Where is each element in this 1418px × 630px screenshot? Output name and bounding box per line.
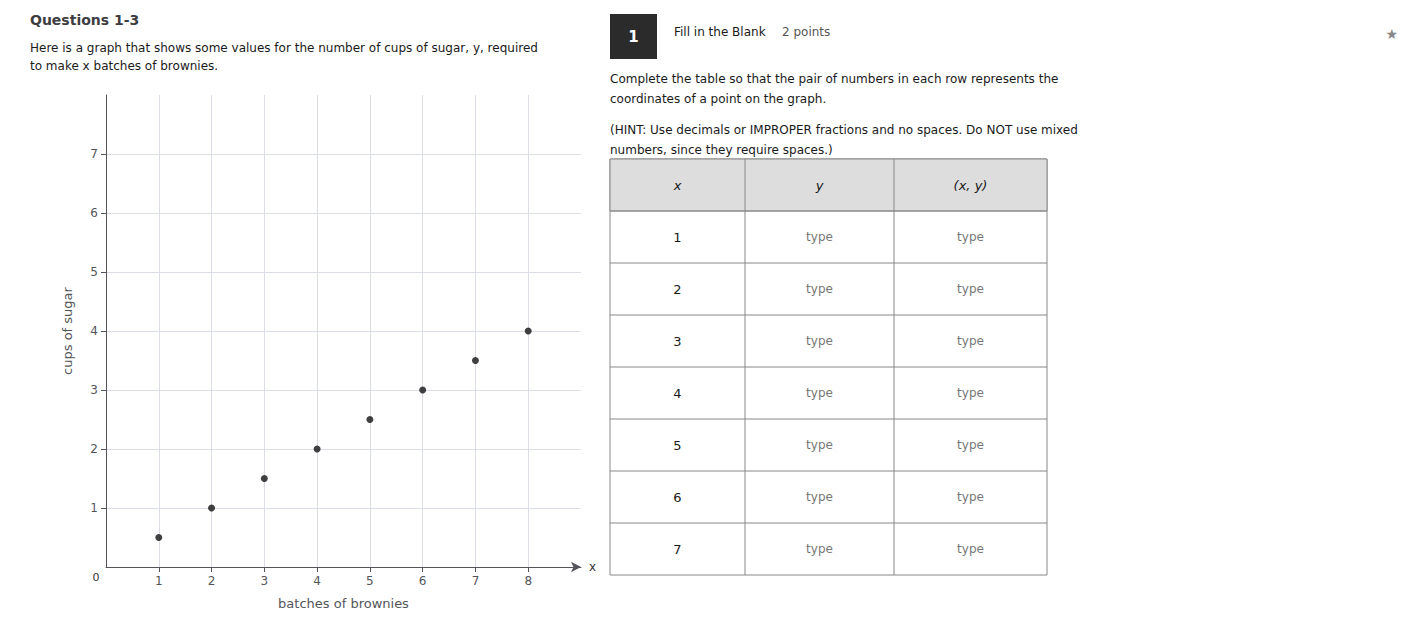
svg-text:Here is a graph that shows som: Here is a graph that shows some values f…: [30, 41, 538, 55]
svg-text:★: ★: [1385, 26, 1398, 42]
svg-text:7: 7: [673, 542, 681, 557]
svg-text:coordinates of a point on the: coordinates of a point on the graph.: [610, 92, 826, 106]
svg-text:1: 1: [90, 501, 98, 515]
svg-text:type: type: [806, 230, 833, 244]
svg-text:type: type: [957, 386, 984, 400]
svg-text:4: 4: [673, 386, 681, 401]
svg-text:1: 1: [628, 28, 638, 46]
svg-text:6: 6: [90, 206, 98, 220]
svg-text:type: type: [806, 386, 833, 400]
svg-text:6: 6: [673, 490, 681, 505]
svg-text:2: 2: [208, 574, 216, 588]
svg-text:(HINT: Use decimals or IMPROPE: (HINT: Use decimals or IMPROPER fraction…: [610, 123, 1078, 137]
svg-text:batches of brownies: batches of brownies: [278, 596, 409, 611]
svg-text:3: 3: [261, 574, 269, 588]
svg-text:Fill in the Blank: Fill in the Blank: [674, 25, 766, 39]
svg-text:4: 4: [313, 574, 321, 588]
svg-text:type: type: [957, 438, 984, 452]
svg-text:type: type: [806, 490, 833, 504]
svg-text:type: type: [957, 542, 984, 556]
svg-text:to make x batches of brownies.: to make x batches of brownies.: [30, 59, 218, 73]
svg-text:(x, y): (x, y): [954, 178, 988, 193]
svg-text:Questions 1-3: Questions 1-3: [30, 12, 139, 28]
svg-text:5: 5: [673, 438, 681, 453]
svg-text:numbers, since they require sp: numbers, since they require spaces.): [610, 143, 833, 157]
svg-text:type: type: [806, 438, 833, 452]
svg-text:7: 7: [90, 147, 98, 161]
svg-text:5: 5: [366, 574, 374, 588]
svg-text:8: 8: [524, 574, 532, 588]
svg-text:4: 4: [90, 324, 98, 338]
svg-text:cups of sugar: cups of sugar: [60, 286, 75, 374]
svg-text:x: x: [589, 560, 596, 574]
svg-text:5: 5: [90, 265, 98, 279]
svg-text:y: y: [815, 178, 824, 193]
svg-text:type: type: [806, 282, 833, 296]
svg-text:3: 3: [673, 334, 681, 349]
svg-text:type: type: [957, 490, 984, 504]
svg-text:7: 7: [472, 574, 480, 588]
svg-text:1: 1: [155, 574, 163, 588]
svg-text:Complete the table so that the: Complete the table so that the pair of n…: [610, 72, 1058, 86]
svg-text:0: 0: [93, 571, 100, 584]
svg-text:type: type: [806, 334, 833, 348]
svg-text:2 points: 2 points: [782, 25, 830, 39]
svg-text:type: type: [957, 282, 984, 296]
svg-text:x: x: [673, 178, 682, 193]
svg-text:1: 1: [673, 230, 681, 245]
svg-text:2: 2: [90, 442, 98, 456]
svg-text:6: 6: [419, 574, 427, 588]
svg-text:3: 3: [90, 383, 98, 397]
svg-text:type: type: [957, 334, 984, 348]
svg-text:2: 2: [673, 282, 681, 297]
svg-text:type: type: [806, 542, 833, 556]
svg-text:type: type: [957, 230, 984, 244]
